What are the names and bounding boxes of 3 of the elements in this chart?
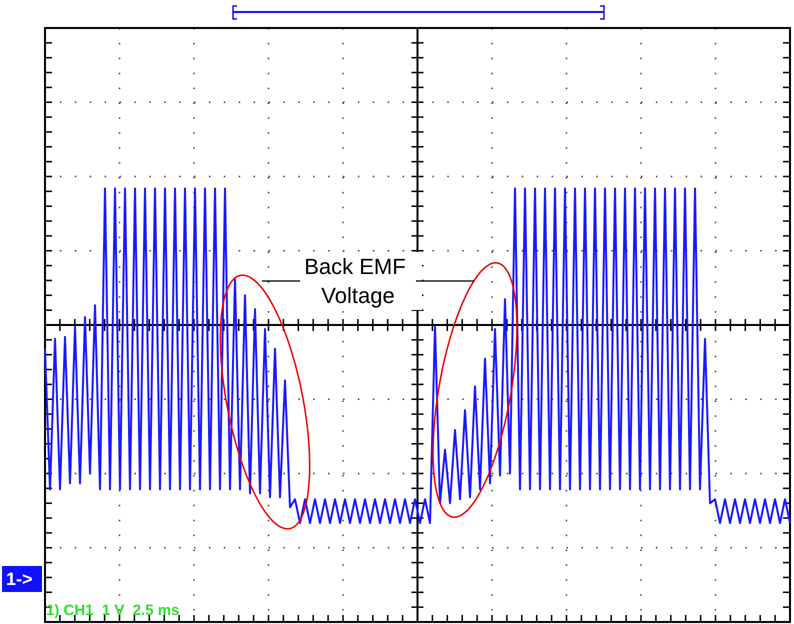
text: 1-> [6, 569, 33, 589]
annotation: Back EMF Voltage [304, 254, 412, 308]
text: 1) CH1 1 V 2.5 ms [46, 602, 180, 619]
